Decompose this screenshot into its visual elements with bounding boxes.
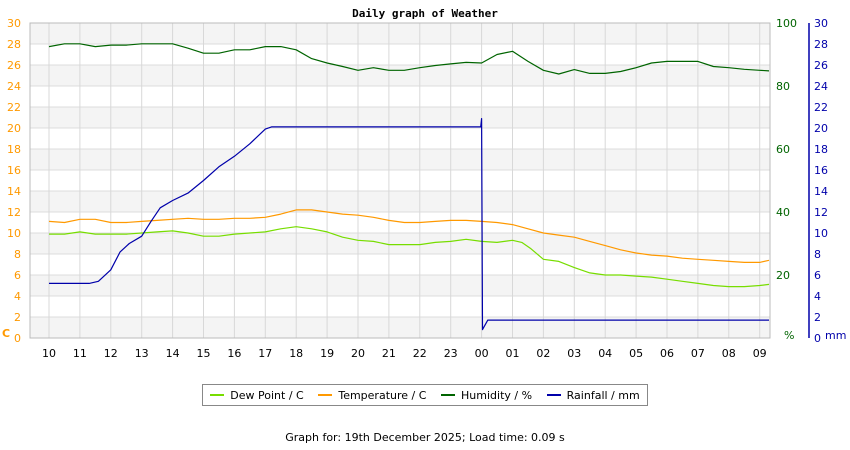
legend-label-humidity: Humidity / % bbox=[461, 388, 533, 402]
x-tick-label: 21 bbox=[382, 347, 396, 360]
x-tick-label: 14 bbox=[166, 347, 180, 360]
weather-chart: Daily graph of Weather 02468101214161820… bbox=[2, 7, 846, 360]
chart-title: Daily graph of Weather bbox=[352, 7, 498, 20]
y-left-tick-label: 20 bbox=[7, 122, 21, 135]
y-rainfall-tick-label: 8 bbox=[814, 248, 821, 261]
x-tick-label: 20 bbox=[351, 347, 365, 360]
x-tick-label: 07 bbox=[691, 347, 705, 360]
plot-background-bands bbox=[30, 23, 770, 338]
series-temperature-line bbox=[48, 209, 770, 263]
y-left-tick-label: 26 bbox=[7, 59, 21, 72]
x-tick-label: 02 bbox=[536, 347, 550, 360]
y-rainfall-tick-label: 24 bbox=[814, 80, 828, 93]
y-humidity-tick-label: 40 bbox=[776, 206, 790, 219]
y-rainfall-tick-label: 10 bbox=[814, 227, 828, 240]
y-rainfall-tick-label: 14 bbox=[814, 185, 828, 198]
series-layer bbox=[48, 43, 770, 331]
legend-label-rainfall: Rainfall / mm bbox=[566, 388, 640, 402]
y-rainfall-tick-label: 30 bbox=[814, 17, 828, 30]
legend: Dew Point / C Temperature / C Humidity /… bbox=[202, 384, 648, 406]
legend-swatch-rainfall bbox=[546, 394, 561, 396]
x-tick-label: 19 bbox=[320, 347, 334, 360]
x-tick-label: 22 bbox=[413, 347, 427, 360]
series-dew-point-line bbox=[49, 226, 770, 288]
y-left-tick-label: 24 bbox=[7, 80, 21, 93]
footer-status: Graph for: 19th December 2025; Load time… bbox=[285, 431, 565, 444]
x-tick-label: 03 bbox=[567, 347, 581, 360]
y-left-tick-label: 4 bbox=[14, 290, 21, 303]
legend-item-rainfall: Rainfall / mm bbox=[546, 388, 640, 402]
legend-item-humidity: Humidity / % bbox=[441, 389, 532, 402]
x-tick-label: 11 bbox=[73, 347, 87, 360]
y-humidity-tick-label: 60 bbox=[776, 143, 790, 156]
y-left-tick-label: 6 bbox=[14, 269, 21, 282]
x-tick-label: 06 bbox=[660, 347, 674, 360]
y-rainfall-tick-label: 28 bbox=[814, 38, 828, 51]
y-rainfall-tick-label: 12 bbox=[814, 206, 828, 219]
x-tick-label: 01 bbox=[506, 347, 520, 360]
legend-swatch-dew-point bbox=[210, 394, 225, 396]
grid-band bbox=[30, 275, 770, 296]
y-left-unit-label: C bbox=[2, 327, 10, 340]
y-rainfall-tick-label: 18 bbox=[814, 143, 828, 156]
y-left-tick-label: 14 bbox=[7, 185, 21, 198]
y-left-tick-label: 8 bbox=[14, 248, 21, 261]
y-left-tick-label: 12 bbox=[7, 206, 21, 219]
grid-band bbox=[30, 65, 770, 86]
y-left-tick-label: 28 bbox=[7, 38, 21, 51]
grid-band bbox=[30, 233, 770, 254]
plot-frame bbox=[29, 22, 771, 339]
series-rainfall-line bbox=[49, 118, 769, 331]
y-left-tick-label: 18 bbox=[7, 143, 21, 156]
y-rainfall-tick-label: 4 bbox=[814, 290, 821, 303]
y-rainfall-tick-label: 0 bbox=[814, 332, 821, 345]
x-tick-label: 00 bbox=[475, 347, 489, 360]
x-tick-label: 05 bbox=[629, 347, 643, 360]
grid-band bbox=[30, 191, 770, 212]
y-left-tick-label: 22 bbox=[7, 101, 21, 114]
x-tick-label: 08 bbox=[722, 347, 736, 360]
y-rainfall-unit-label: mm bbox=[825, 329, 846, 342]
axes: 024681012141618202224262830C20406080100%… bbox=[2, 17, 846, 360]
x-tick-label: 13 bbox=[135, 347, 149, 360]
x-tick-label: 23 bbox=[444, 347, 458, 360]
y-rainfall-tick-label: 6 bbox=[814, 269, 821, 282]
y-rainfall-tick-label: 22 bbox=[814, 101, 828, 114]
legend-label-dew-point: Dew Point / C bbox=[230, 388, 304, 402]
y-left-tick-label: 16 bbox=[7, 164, 21, 177]
x-tick-label: 16 bbox=[227, 347, 241, 360]
legend-label-temperature: Temperature / C bbox=[338, 388, 427, 402]
y-humidity-unit-label: % bbox=[784, 329, 794, 342]
y-rainfall-tick-label: 16 bbox=[814, 164, 828, 177]
y-left-tick-label: 0 bbox=[14, 332, 21, 345]
y-rainfall-tick-label: 26 bbox=[814, 59, 828, 72]
y-left-tick-label: 2 bbox=[14, 311, 21, 324]
y-rainfall-tick-label: 20 bbox=[814, 122, 828, 135]
legend-item-temperature: Temperature / C bbox=[318, 389, 426, 402]
x-tick-label: 09 bbox=[753, 347, 767, 360]
y-left-tick-label: 30 bbox=[7, 17, 21, 30]
legend-swatch-humidity bbox=[441, 394, 456, 396]
y-humidity-tick-label: 80 bbox=[776, 80, 790, 93]
y-rainfall-tick-label: 2 bbox=[814, 311, 821, 324]
x-tick-label: 10 bbox=[42, 347, 56, 360]
legend-item-dew-point: Dew Point / C bbox=[210, 388, 304, 402]
x-tick-label: 15 bbox=[197, 347, 211, 360]
y-humidity-tick-label: 20 bbox=[776, 269, 790, 282]
x-tick-label: 12 bbox=[104, 347, 118, 360]
grid-band bbox=[30, 23, 770, 44]
x-tick-label: 04 bbox=[598, 347, 612, 360]
series-humidity-line bbox=[48, 43, 770, 75]
y-humidity-tick-label: 100 bbox=[776, 17, 797, 30]
grid-band bbox=[30, 149, 770, 170]
legend-swatch-temperature bbox=[318, 394, 333, 396]
x-tick-label: 18 bbox=[289, 347, 303, 360]
y-left-tick-label: 10 bbox=[7, 227, 21, 240]
x-tick-label: 17 bbox=[258, 347, 272, 360]
grid-band bbox=[30, 107, 770, 128]
grid-band bbox=[30, 317, 770, 338]
